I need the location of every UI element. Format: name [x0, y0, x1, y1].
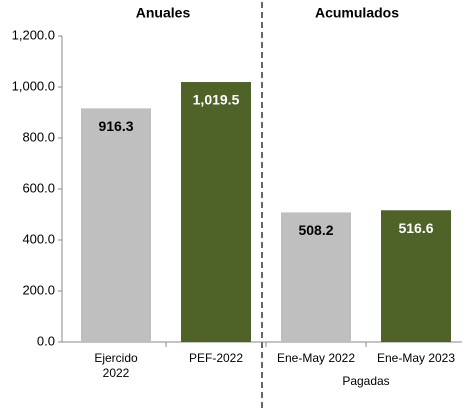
y-tick-label: 0.0 — [37, 333, 55, 348]
y-tick-label: 400.0 — [22, 231, 55, 246]
section-title: Anuales — [136, 5, 191, 21]
value-label: 508.2 — [298, 222, 333, 238]
group-label: Pagadas — [342, 374, 390, 388]
x-tick-label: Ejercido 2022 — [94, 351, 138, 380]
bar — [381, 210, 451, 342]
value-label: 516.6 — [398, 220, 433, 236]
section-title: Acumulados — [315, 5, 399, 21]
y-tick-label: 200.0 — [22, 282, 55, 297]
bar — [281, 212, 351, 342]
y-tick-label: 600.0 — [22, 180, 55, 195]
bar — [181, 82, 251, 342]
x-tick-label: Ene-May 2023 — [376, 351, 456, 365]
value-label: 916.3 — [98, 118, 133, 134]
y-tick-label: 1,000.0 — [12, 78, 55, 93]
x-tick-label: Ene-May 2022 — [276, 351, 356, 365]
x-tick-label: PEF-2022 — [188, 351, 244, 365]
bar — [81, 108, 151, 342]
value-label: 1,019.5 — [193, 92, 240, 108]
y-tick-label: 800.0 — [22, 129, 55, 144]
y-tick-label: 1,200.0 — [12, 27, 55, 42]
